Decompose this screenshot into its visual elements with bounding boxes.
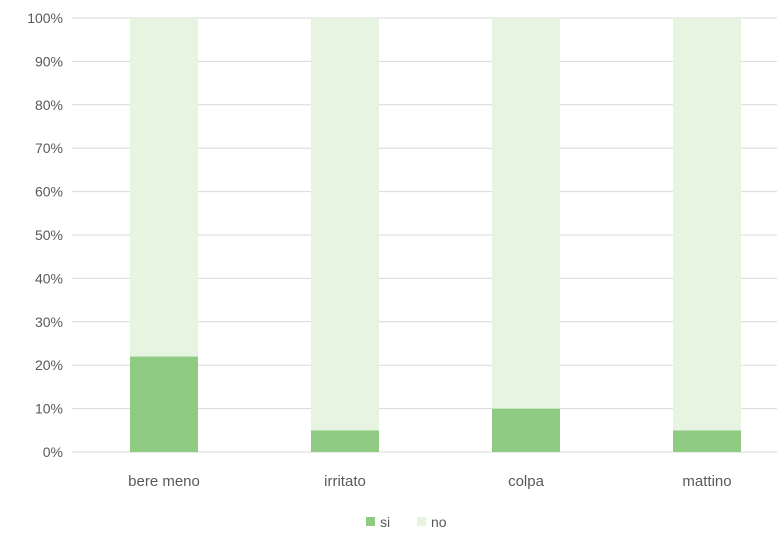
y-tick-label: 10%	[35, 401, 63, 417]
y-tick-label: 60%	[35, 184, 63, 200]
bar-no	[492, 18, 560, 409]
bar-si	[492, 408, 560, 452]
y-tick-label: 100%	[27, 10, 63, 26]
y-tick-label: 30%	[35, 314, 63, 330]
x-category-label: colpa	[508, 473, 545, 490]
x-category-label: irritato	[324, 473, 366, 490]
y-tick-label: 40%	[35, 270, 63, 286]
legend-swatch	[366, 517, 375, 526]
legend-swatch	[417, 517, 426, 526]
y-axis: 0% 10% 20% 30% 40% 50% 60% 70% 80% 90% 100%	[27, 10, 63, 460]
y-tick-label: 0%	[43, 444, 63, 460]
y-tick-label: 50%	[35, 227, 63, 243]
bar-si	[311, 430, 379, 452]
y-tick-label: 70%	[35, 140, 63, 156]
y-tick-label: 80%	[35, 97, 63, 113]
x-category-label: mattino	[682, 473, 731, 490]
y-tick-label: 20%	[35, 357, 63, 373]
bar-si	[673, 430, 741, 452]
bar-no	[130, 18, 198, 357]
x-axis: bere meno irritato colpa mattino	[128, 473, 731, 490]
bars	[130, 18, 741, 452]
legend-label: no	[431, 514, 447, 530]
bar-no	[311, 18, 379, 431]
legend-label: si	[380, 514, 390, 530]
bar-si	[130, 356, 198, 452]
x-category-label: bere meno	[128, 473, 200, 490]
y-tick-label: 90%	[35, 53, 63, 69]
bar-no	[673, 18, 741, 431]
legend: si no	[366, 514, 447, 530]
